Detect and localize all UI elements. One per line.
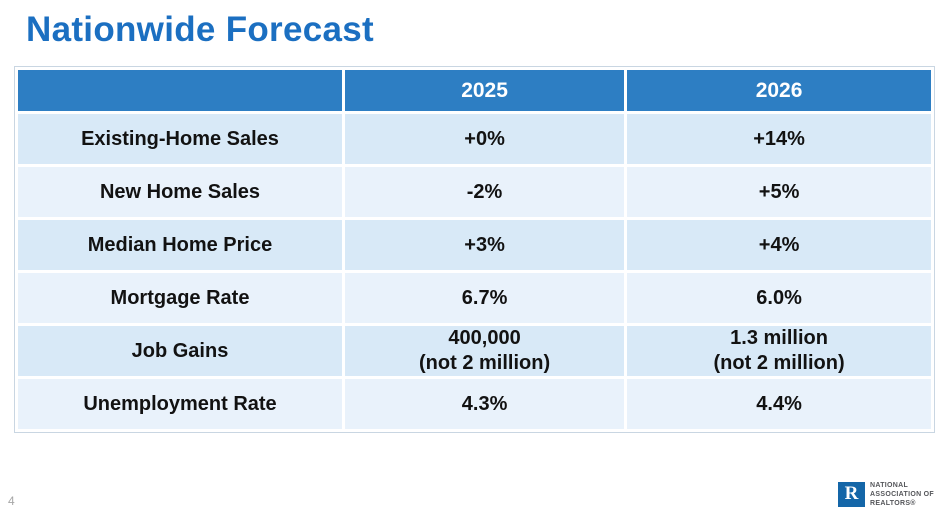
table-row: Median Home Price +3% +4% bbox=[15, 217, 934, 273]
table-row: Existing-Home Sales +0% +14% bbox=[15, 111, 934, 167]
cell-2026: 1.3 million (not 2 million) bbox=[624, 323, 934, 379]
column-header-2025: 2025 bbox=[341, 67, 628, 114]
row-label: Median Home Price bbox=[15, 217, 345, 273]
cell-2025: 4.3% bbox=[341, 376, 628, 432]
row-label: Existing-Home Sales bbox=[15, 111, 345, 167]
table-row: New Home Sales -2% +5% bbox=[15, 164, 934, 220]
cell-2026: +4% bbox=[624, 217, 934, 273]
page-number: 4 bbox=[8, 494, 15, 508]
cell-2025: +0% bbox=[341, 111, 628, 167]
column-header-2026: 2026 bbox=[624, 67, 934, 114]
nar-logo-line2: ASSOCIATION OF bbox=[870, 490, 934, 498]
cell-2025: 400,000 (not 2 million) bbox=[341, 323, 628, 379]
nar-logo-line3: REALTORS® bbox=[870, 499, 916, 507]
row-label: Unemployment Rate bbox=[15, 376, 345, 432]
nar-logo-line1: NATIONAL bbox=[870, 481, 909, 489]
column-header-blank bbox=[15, 67, 345, 114]
cell-2026: +5% bbox=[624, 164, 934, 220]
row-label: Mortgage Rate bbox=[15, 270, 345, 326]
table-row: Unemployment Rate 4.3% 4.4% bbox=[15, 376, 934, 432]
cell-2026: +14% bbox=[624, 111, 934, 167]
nar-logo-icon: R bbox=[838, 481, 866, 507]
row-label: New Home Sales bbox=[15, 164, 345, 220]
row-label: Job Gains bbox=[15, 323, 345, 379]
cell-2025: 6.7% bbox=[341, 270, 628, 326]
nar-logo: R NATIONAL ASSOCIATION OF REALTORS® bbox=[838, 481, 934, 508]
cell-2026: 4.4% bbox=[624, 376, 934, 432]
forecast-table: 2025 2026 Existing-Home Sales +0% +14% N… bbox=[14, 66, 935, 433]
table-header-row: 2025 2026 bbox=[15, 67, 934, 114]
nar-logo-text: NATIONAL ASSOCIATION OF REALTORS® bbox=[870, 481, 934, 508]
cell-2025: -2% bbox=[341, 164, 628, 220]
table-row: Mortgage Rate 6.7% 6.0% bbox=[15, 270, 934, 326]
table-row: Job Gains 400,000 (not 2 million) 1.3 mi… bbox=[15, 323, 934, 379]
cell-2026: 6.0% bbox=[624, 270, 934, 326]
page-title: Nationwide Forecast bbox=[26, 10, 374, 49]
cell-2025: +3% bbox=[341, 217, 628, 273]
